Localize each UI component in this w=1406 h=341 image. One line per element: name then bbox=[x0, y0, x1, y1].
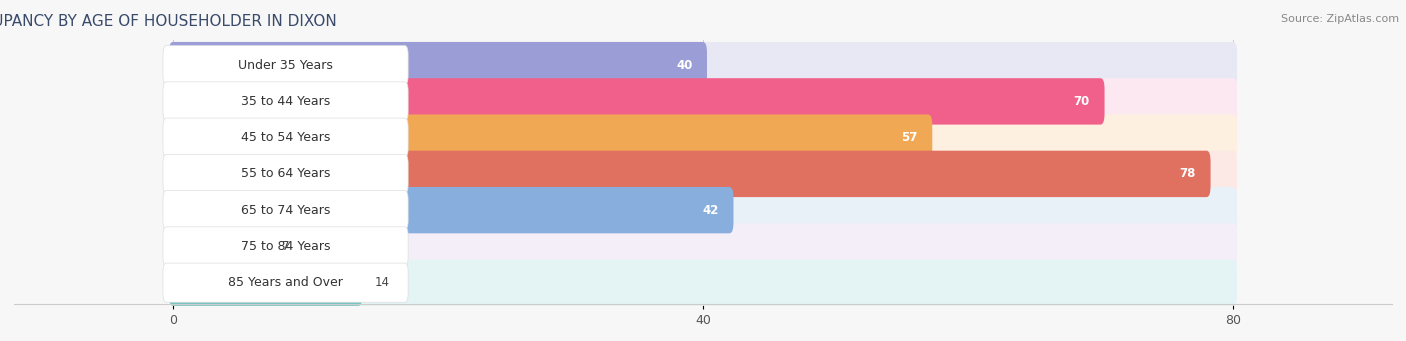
Text: 78: 78 bbox=[1180, 167, 1197, 180]
FancyBboxPatch shape bbox=[163, 263, 408, 302]
FancyBboxPatch shape bbox=[163, 227, 408, 266]
Text: 55 to 64 Years: 55 to 64 Years bbox=[240, 167, 330, 180]
FancyBboxPatch shape bbox=[163, 82, 408, 121]
FancyBboxPatch shape bbox=[169, 115, 1237, 161]
FancyBboxPatch shape bbox=[169, 42, 707, 88]
Text: OCCUPANCY BY AGE OF HOUSEHOLDER IN DIXON: OCCUPANCY BY AGE OF HOUSEHOLDER IN DIXON bbox=[0, 14, 336, 29]
Text: 85 Years and Over: 85 Years and Over bbox=[228, 276, 343, 289]
Text: 7: 7 bbox=[281, 240, 290, 253]
FancyBboxPatch shape bbox=[169, 187, 1237, 233]
Text: 14: 14 bbox=[374, 276, 389, 289]
FancyBboxPatch shape bbox=[169, 115, 932, 161]
FancyBboxPatch shape bbox=[169, 223, 270, 270]
Text: 75 to 84 Years: 75 to 84 Years bbox=[240, 240, 330, 253]
FancyBboxPatch shape bbox=[169, 151, 1211, 197]
FancyBboxPatch shape bbox=[169, 187, 734, 233]
FancyBboxPatch shape bbox=[169, 260, 1237, 306]
Text: 45 to 54 Years: 45 to 54 Years bbox=[240, 131, 330, 144]
FancyBboxPatch shape bbox=[169, 223, 1237, 270]
Text: Under 35 Years: Under 35 Years bbox=[238, 59, 333, 72]
FancyBboxPatch shape bbox=[169, 78, 1105, 124]
FancyBboxPatch shape bbox=[163, 118, 408, 157]
FancyBboxPatch shape bbox=[169, 151, 1237, 197]
Text: 42: 42 bbox=[703, 204, 718, 217]
Text: 35 to 44 Years: 35 to 44 Years bbox=[240, 95, 330, 108]
FancyBboxPatch shape bbox=[163, 154, 408, 193]
FancyBboxPatch shape bbox=[169, 42, 1237, 88]
FancyBboxPatch shape bbox=[163, 191, 408, 230]
Text: 57: 57 bbox=[901, 131, 918, 144]
FancyBboxPatch shape bbox=[169, 260, 363, 306]
Text: 40: 40 bbox=[676, 59, 692, 72]
FancyBboxPatch shape bbox=[169, 78, 1237, 124]
Text: Source: ZipAtlas.com: Source: ZipAtlas.com bbox=[1281, 14, 1399, 24]
Text: 65 to 74 Years: 65 to 74 Years bbox=[240, 204, 330, 217]
Text: 70: 70 bbox=[1074, 95, 1090, 108]
FancyBboxPatch shape bbox=[163, 46, 408, 85]
